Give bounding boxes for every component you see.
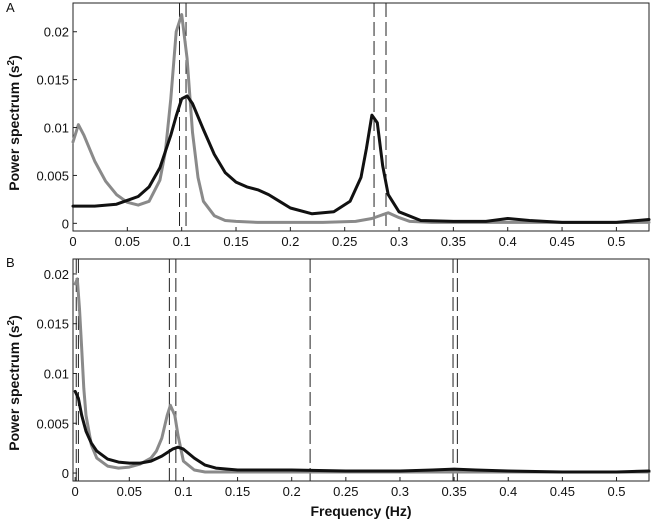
y-tick-label-a-0: 0: [62, 216, 69, 231]
y-tick-label-b-0: 0: [62, 466, 69, 481]
panel-label-a: A: [6, 0, 15, 15]
x-tick-label-a-7: 0.35: [441, 234, 466, 249]
x-tick-label-b-3: 0.15: [225, 484, 250, 499]
x-tick-label-a-10: 0.5: [607, 234, 625, 249]
series-line-b-0: [73, 277, 651, 474]
y-axis-title-a-text: Power spectrum (s: [6, 65, 22, 190]
x-tick-label-b-6: 0.3: [391, 484, 409, 499]
x-tick-label-b-7: 0.35: [441, 484, 466, 499]
panel-b: B 0 0.05 0.1 0.15 0.2 0.25 0.3 0.35 0.4 0.45 0.5 0 0.…: [6, 255, 651, 499]
x-tick-label-a-2: 0.1: [173, 234, 191, 249]
series-line-a-0: [71, 13, 651, 224]
panel-a: A 0 0.05 0.1 0.15 0.2 0.25 0.3 0.35 0.4 0.45 0.5 0 0.…: [6, 0, 651, 249]
y-axis-title-a-end: ): [6, 55, 22, 60]
x-tick-label-b-10: 0.5: [607, 484, 625, 499]
y-tick-label-a-2: 0.01: [44, 121, 69, 136]
x-tick-label-a-1: 0.05: [115, 234, 140, 249]
x-tick-label-a-6: 0.3: [390, 234, 408, 249]
x-axis-title: Frequency (Hz): [310, 503, 411, 519]
x-tick-label-b-5: 0.25: [333, 484, 358, 499]
plot-frame-b: [72, 258, 650, 482]
series-line-a-1: [71, 94, 651, 224]
y-axis-title-b: Power spectrum (s2): [6, 315, 23, 451]
y-tick-label-b-1: 0.005: [36, 416, 69, 431]
x-tick-label-b-0: 0: [72, 484, 79, 499]
y-tick-label-a-4: 0.02: [44, 25, 69, 40]
y-axis-title-a: Power spectrum (s2): [6, 55, 23, 191]
x-tick-label-b-1: 0.05: [117, 484, 142, 499]
y-axis-title-b-sup: 2: [6, 319, 17, 325]
y-tick-label-a-3: 0.015: [36, 73, 69, 88]
x-tick-label-a-8: 0.4: [499, 234, 517, 249]
y-tick-label-b-3: 0.015: [36, 317, 69, 332]
x-tick-label-b-4: 0.2: [283, 484, 301, 499]
y-axis-title-b-end: ): [6, 315, 22, 320]
y-axis-title-b-text: Power spectrum (s: [6, 325, 22, 450]
x-tick-label-b-9: 0.45: [550, 484, 575, 499]
y-axis-title-a-sup: 2: [6, 59, 17, 65]
y-tick-label-b-2: 0.01: [44, 366, 69, 381]
plot-frame-a: [72, 2, 650, 232]
series-line-b-1: [73, 389, 651, 474]
x-tick-label-a-4: 0.2: [281, 234, 299, 249]
x-tick-label-a-5: 0.25: [332, 234, 357, 249]
x-tick-label-a-0: 0: [69, 234, 76, 249]
x-tick-label-a-9: 0.45: [549, 234, 574, 249]
x-tick-label-a-3: 0.15: [223, 234, 248, 249]
y-tick-label-b-4: 0.02: [44, 267, 69, 282]
panel-label-b: B: [6, 255, 15, 270]
x-tick-label-b-8: 0.4: [499, 484, 517, 499]
y-tick-label-a-1: 0.005: [36, 168, 69, 183]
x-tick-label-b-2: 0.1: [174, 484, 192, 499]
